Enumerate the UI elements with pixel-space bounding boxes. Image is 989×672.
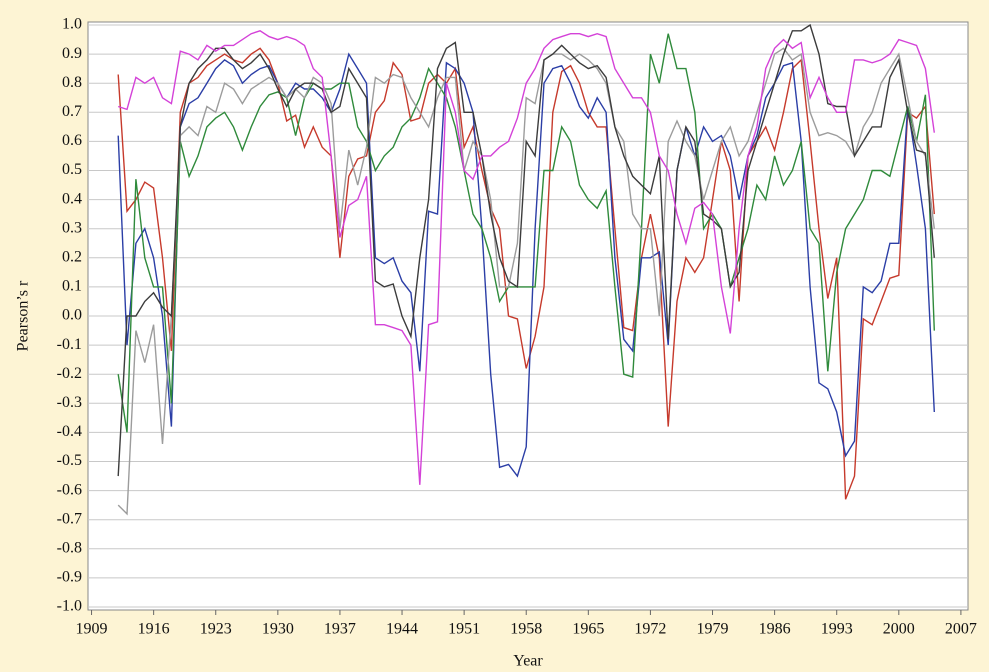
x-tick-label: 1986 <box>759 621 791 638</box>
x-tick-label: 1993 <box>821 621 853 638</box>
x-tick-label: 1909 <box>76 621 108 638</box>
y-tick-label: 0.9 <box>62 45 82 62</box>
x-tick-label: 2000 <box>883 621 915 638</box>
y-tick-label: 0.4 <box>62 190 82 207</box>
series-line <box>117 23 935 477</box>
y-tick-label: 0.7 <box>62 103 82 120</box>
y-tick-label: -0.7 <box>57 510 82 527</box>
y-tick-label: -0.3 <box>57 394 82 411</box>
x-tick-label: 1944 <box>386 621 418 638</box>
y-tick-label: -0.1 <box>57 336 82 353</box>
y-tick-label: 0.1 <box>62 278 82 295</box>
series-line <box>117 47 935 516</box>
series-line <box>117 30 935 485</box>
y-tick-label: -0.6 <box>57 481 82 498</box>
series-line <box>117 47 935 500</box>
x-tick-label: 1951 <box>448 621 480 638</box>
x-tick-label: 1916 <box>138 621 170 638</box>
series-line <box>117 33 935 433</box>
y-tick-label: 0.0 <box>62 307 82 324</box>
y-tick-label: 0.2 <box>62 248 82 265</box>
y-axis-label: Pearson’s r <box>15 280 32 351</box>
y-tick-label: 1.0 <box>62 16 82 33</box>
y-tick-label: -0.4 <box>57 423 82 440</box>
x-tick-label: 1972 <box>634 621 666 638</box>
x-tick-label: 1930 <box>262 621 294 638</box>
y-tick-label: -0.2 <box>57 365 82 382</box>
series-line <box>117 52 935 478</box>
y-tick-label: 0.5 <box>62 161 82 178</box>
y-tick-label: -0.8 <box>57 539 82 556</box>
x-tick-label: 2007 <box>945 621 977 638</box>
x-tick-label: 1958 <box>510 621 542 638</box>
x-tick-label: 1965 <box>572 621 604 638</box>
y-tick-label: -0.5 <box>57 452 82 469</box>
y-tick-label: 0.8 <box>62 74 82 91</box>
y-tick-label: -0.9 <box>57 569 82 586</box>
y-tick-label: 0.6 <box>62 132 82 149</box>
x-tick-label: 1937 <box>324 621 356 638</box>
y-tick-label: -1.0 <box>57 598 82 615</box>
x-tick-label: 1923 <box>200 621 232 638</box>
y-tick-label: 0.3 <box>62 219 82 236</box>
x-axis-label: Year <box>513 653 543 670</box>
x-tick-label: 1979 <box>697 621 729 638</box>
